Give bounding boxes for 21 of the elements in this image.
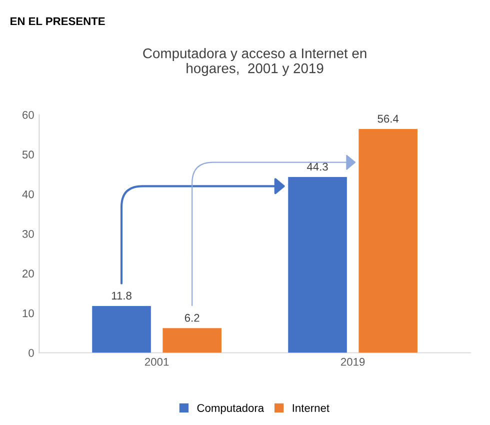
bar <box>92 306 151 353</box>
y-tick-label: 50 <box>22 150 34 159</box>
y-tick-label: 40 <box>22 190 34 198</box>
legend-label: Internet <box>292 404 330 412</box>
bar <box>358 129 418 353</box>
data-label: 11.8 <box>112 292 132 300</box>
bar <box>288 177 347 353</box>
y-tick-label: 20 <box>22 270 34 278</box>
chart-title: Computadora y acceso a Internet en hogares, 2001 y 2019 <box>143 48 366 76</box>
y-tick-label: 60 <box>22 111 34 119</box>
data-label: 44.3 <box>306 162 328 171</box>
text: EN EL PRESENTE <box>10 17 105 26</box>
x-tick-label: 2019 <box>341 358 365 366</box>
data-label: 6.2 <box>184 314 200 322</box>
x-tick-label: 2001 <box>145 358 169 366</box>
y-tick-label: 10 <box>22 309 34 318</box>
data-label: 56.4 <box>378 114 399 123</box>
y-tick-label: 30 <box>22 230 34 238</box>
bar <box>162 328 222 353</box>
y-tick-label: 0 <box>28 349 34 357</box>
legend-label: Computadora <box>197 404 264 414</box>
